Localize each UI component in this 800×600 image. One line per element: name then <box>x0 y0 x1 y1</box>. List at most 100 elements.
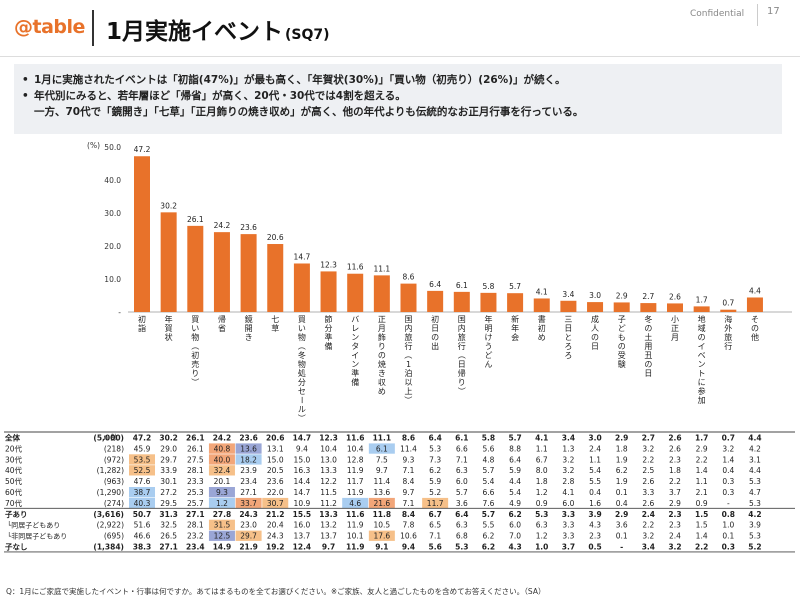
table-cell: 32.4 <box>214 466 231 475</box>
table-cell: 23.6 <box>239 434 258 443</box>
table-cell: 28.1 <box>187 466 204 475</box>
category-label-char: 日 <box>644 369 652 378</box>
table-cell: 4.4 <box>509 477 521 486</box>
table-cell: 3.0 <box>588 434 601 443</box>
category-label-char: ） <box>404 396 413 404</box>
table-cell: 4.6 <box>349 499 361 508</box>
bar <box>160 212 177 312</box>
category-label-char: 出 <box>431 341 439 351</box>
table-highlight-cell <box>235 530 262 541</box>
table-cell: 0.5 <box>588 543 601 552</box>
category-label-char: り <box>378 342 386 351</box>
table-cell: 6.0 <box>456 477 468 486</box>
table-cell: 3.2 <box>642 532 654 541</box>
table-cell: 2.8 <box>562 477 574 486</box>
table-cell: 2.4 <box>669 532 681 541</box>
table-cell: 2.2 <box>642 455 654 464</box>
category-label-char: 準 <box>325 332 333 342</box>
table-highlight-cell <box>208 454 235 465</box>
table-cell: 15.5 <box>293 510 312 519</box>
table-n-header: n 数 <box>103 432 118 442</box>
category-label-char: 内 <box>458 323 466 333</box>
table-cell: 5.3 <box>749 532 761 541</box>
bar <box>693 306 710 312</box>
category-label-char: の <box>644 360 652 369</box>
category-label-char: 三 <box>564 315 572 324</box>
logo: @table <box>14 16 85 38</box>
table-cell: 31.3 <box>159 510 178 519</box>
category-label-char: と <box>564 333 572 342</box>
table-cell: 3.3 <box>642 488 654 497</box>
table-cell: 10.9 <box>294 499 311 508</box>
category-label-char: ル <box>298 405 306 414</box>
category-label-char: 年 <box>484 314 492 324</box>
table-cell: 2.9 <box>615 434 628 443</box>
table-cell: 46.6 <box>134 532 151 541</box>
table-cell: 40.3 <box>134 499 151 508</box>
table-cell: 8.8 <box>509 444 521 453</box>
table-cell: 3.2 <box>562 455 574 464</box>
category-label-char: の <box>644 324 652 333</box>
table-cell: 6.2 <box>482 543 495 552</box>
table-cell: 13.1 <box>267 444 284 453</box>
table-row-label: 30代 <box>5 454 23 464</box>
category-label-char: 開 <box>245 324 253 333</box>
table-cell: 53.5 <box>134 455 151 464</box>
category-label-char: の <box>698 333 706 342</box>
table-cell: 50.7 <box>133 510 152 519</box>
category-label-char: イ <box>351 351 359 360</box>
category-label-char: ） <box>297 414 306 422</box>
data-label: 12.3 <box>320 260 337 269</box>
table-cell: 29.7 <box>160 455 177 464</box>
table-cell: 5.9 <box>509 466 521 475</box>
data-label: 3.0 <box>589 291 601 300</box>
table-cell: 1.1 <box>536 444 548 453</box>
category-label-char: 日 <box>431 324 439 333</box>
table-cell: 0.1 <box>722 532 734 541</box>
table-cell: 4.4 <box>748 434 761 443</box>
table-cell: 40.0 <box>214 455 231 464</box>
table-cell: 21.2 <box>266 510 285 519</box>
table-cell: 40.8 <box>214 444 231 453</box>
category-label-char: り <box>191 369 199 378</box>
table-cell: 6.2 <box>482 532 494 541</box>
category-label-char: ） <box>190 378 199 386</box>
table-cell: 1.3 <box>562 444 574 453</box>
bar <box>240 234 257 312</box>
table-cell: 25.3 <box>187 488 204 497</box>
table-cell: 29.0 <box>160 444 177 453</box>
bar <box>453 291 470 312</box>
table-cell: 51.6 <box>134 521 151 530</box>
summary-bullet-2: 年代別にみると、若年層ほど「帰省」が高く、20代・30代では4割を超える。 <box>14 88 782 104</box>
table-cell: 24.2 <box>213 434 232 443</box>
category-label-char: 焼 <box>378 360 386 369</box>
page-title-main: 1月実施イベント <box>106 19 284 45</box>
table-cell: 1.0 <box>722 521 734 530</box>
table-cell: 5.5 <box>589 477 601 486</box>
y-tick-label: 10.0 <box>104 275 121 284</box>
category-label-char: い <box>191 324 199 333</box>
table-cell: 2.3 <box>589 532 601 541</box>
table-cell: 29.7 <box>240 532 257 541</box>
table-highlight-cell <box>368 443 395 454</box>
table-cell: 10.6 <box>400 532 417 541</box>
table-cell: 6.0 <box>562 499 574 508</box>
category-label-char: ン <box>351 360 359 369</box>
category-label-char: 新 <box>511 314 519 324</box>
category-label-char: 備 <box>325 341 333 351</box>
category-label-char: 月 <box>378 324 386 333</box>
table-cell: 5.4 <box>482 477 494 486</box>
table-cell: 20.4 <box>267 521 284 530</box>
category-label-char: 初 <box>538 323 546 333</box>
table-cell: 15.0 <box>294 455 311 464</box>
table-cell: 11.7 <box>427 499 444 508</box>
table-cell: 38.3 <box>133 543 152 552</box>
data-label: 11.6 <box>347 263 364 272</box>
table-cell: 1.7 <box>695 434 708 443</box>
category-label-char: （ <box>190 342 199 350</box>
table-cell: 4.3 <box>508 543 521 552</box>
table-cell: 32.5 <box>160 521 177 530</box>
table-cell: 5.3 <box>749 499 761 508</box>
table-cell: 3.6 <box>456 499 468 508</box>
table-cell: 26.1 <box>186 434 205 443</box>
